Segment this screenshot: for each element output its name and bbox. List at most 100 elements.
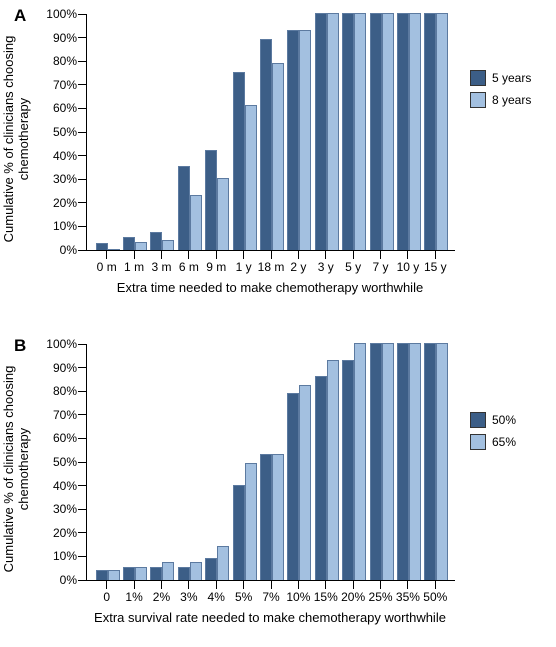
y-tick [78, 84, 87, 85]
bar [96, 243, 108, 250]
x-tick [106, 250, 107, 259]
y-tick [78, 462, 87, 463]
bar [190, 195, 202, 250]
bar [409, 343, 421, 580]
legend-swatch [470, 434, 486, 450]
y-tick-label: 40% [53, 149, 77, 163]
bar [342, 13, 354, 250]
x-tick-label: 15 y [424, 260, 447, 274]
bar [190, 562, 202, 580]
y-tick-label: 50% [53, 125, 77, 139]
bar [424, 13, 436, 250]
bar [272, 454, 284, 580]
x-tick [243, 250, 244, 259]
bar [287, 30, 299, 250]
bar [233, 72, 245, 250]
x-tick-label: 1% [125, 590, 142, 604]
bar [397, 13, 409, 250]
legend-item: 8 years [470, 92, 531, 108]
x-tick [353, 580, 354, 589]
y-tick [78, 14, 87, 15]
y-tick [78, 485, 87, 486]
bar [245, 463, 257, 580]
y-tick [78, 438, 87, 439]
bar [382, 13, 394, 250]
legend-label: 65% [492, 435, 516, 449]
figure: A0%10%20%30%40%50%60%70%80%90%100%0 m1 m… [0, 0, 556, 647]
legend-item: 5 years [470, 70, 531, 86]
y-tick-label: 20% [53, 526, 77, 540]
x-tick-label: 7 y [373, 260, 389, 274]
bar [135, 567, 147, 580]
y-tick [78, 132, 87, 133]
y-axis-label: Cumulative % of clinicians choosingchemo… [1, 19, 31, 259]
y-tick-label: 70% [53, 408, 77, 422]
y-tick [78, 108, 87, 109]
y-tick-label: 30% [53, 502, 77, 516]
bar [299, 385, 311, 580]
y-tick-label: 10% [53, 549, 77, 563]
x-tick [298, 580, 299, 589]
legend-swatch [470, 412, 486, 428]
bar [123, 237, 135, 250]
y-tick [78, 509, 87, 510]
bar [342, 360, 354, 580]
x-tick-label: 20% [341, 590, 365, 604]
bar [287, 393, 299, 580]
x-tick [188, 580, 189, 589]
x-tick [298, 250, 299, 259]
y-tick-label: 60% [53, 101, 77, 115]
x-tick [106, 580, 107, 589]
x-tick [216, 580, 217, 589]
bar [178, 166, 190, 250]
bar [205, 150, 217, 250]
y-tick-label: 90% [53, 361, 77, 375]
x-tick-label: 3 y [318, 260, 334, 274]
bar [135, 242, 147, 250]
plot-area: 0%10%20%30%40%50%60%70%80%90%100%0 m1 m3… [86, 14, 455, 251]
x-tick-label: 18 m [258, 260, 285, 274]
bar [245, 105, 257, 250]
bar [382, 343, 394, 580]
x-tick [435, 250, 436, 259]
bar [299, 30, 311, 250]
x-tick [435, 580, 436, 589]
bar [260, 39, 272, 250]
bar [354, 13, 366, 250]
y-tick-label: 0% [60, 243, 77, 257]
x-tick-label: 15% [314, 590, 338, 604]
bar [150, 567, 162, 580]
y-tick [78, 580, 87, 581]
y-tick-label: 100% [46, 337, 77, 351]
bar [205, 558, 217, 580]
x-tick [271, 580, 272, 589]
y-tick [78, 155, 87, 156]
legend: 50%65% [470, 412, 516, 456]
y-tick [78, 179, 87, 180]
y-tick-label: 20% [53, 196, 77, 210]
bar [217, 546, 229, 580]
x-tick [407, 580, 408, 589]
bar [96, 570, 108, 580]
x-tick-label: 25% [369, 590, 393, 604]
bar [108, 249, 120, 250]
bar [397, 343, 409, 580]
x-tick [407, 250, 408, 259]
x-tick [380, 250, 381, 259]
y-tick-label: 40% [53, 479, 77, 493]
y-tick [78, 226, 87, 227]
x-tick-label: 50% [423, 590, 447, 604]
x-tick [325, 250, 326, 259]
bar [409, 13, 421, 250]
y-tick [78, 37, 87, 38]
bar [315, 13, 327, 250]
bar [327, 360, 339, 580]
x-tick-label: 5 y [345, 260, 361, 274]
y-tick [78, 61, 87, 62]
x-tick-label: 2 y [290, 260, 306, 274]
x-tick-label: 35% [396, 590, 420, 604]
x-tick [216, 250, 217, 259]
y-tick-label: 80% [53, 54, 77, 68]
y-tick [78, 250, 87, 251]
x-axis-label: Extra survival rate needed to make chemo… [94, 610, 446, 625]
